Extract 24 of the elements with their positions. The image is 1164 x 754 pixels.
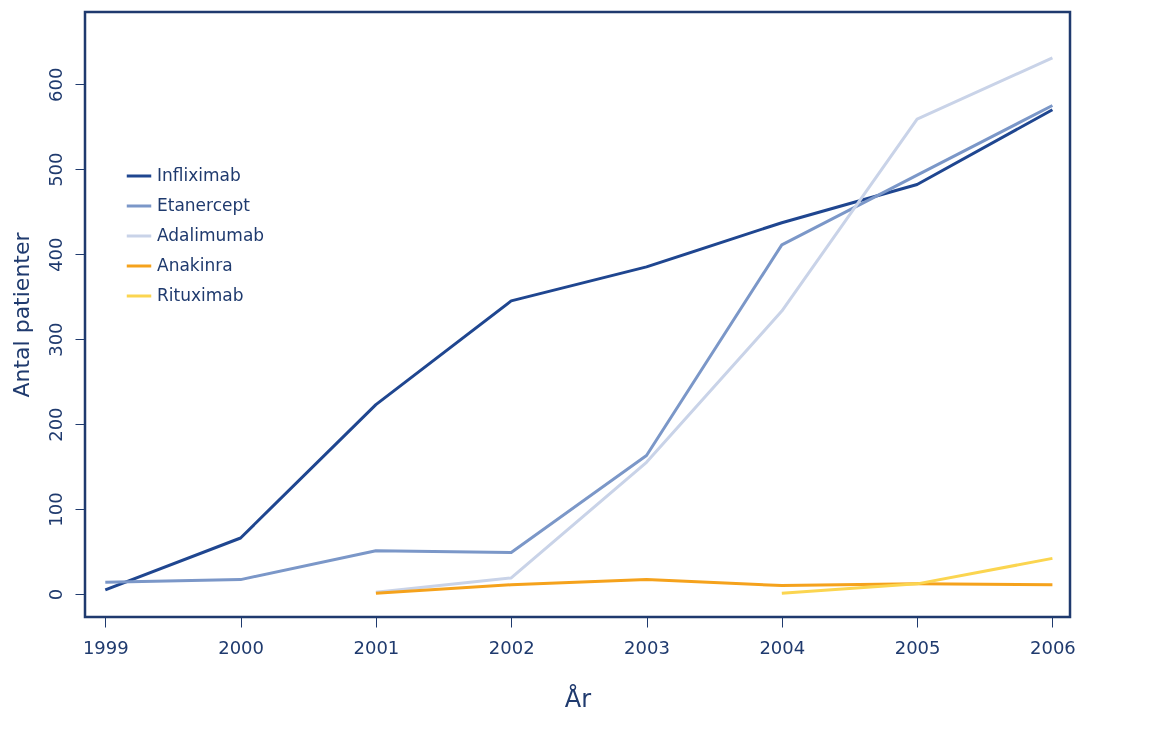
- line-series: [374, 56, 1054, 594]
- y-tick-label: 300: [44, 322, 66, 357]
- y-tick-label: 200: [44, 407, 66, 442]
- y-tick-label: 600: [44, 67, 66, 102]
- y-tick-label: 100: [44, 492, 66, 527]
- legend-label: Anakinra: [157, 255, 233, 275]
- line-series: [374, 578, 1054, 595]
- x-axis-title: År: [564, 683, 592, 713]
- legend-label: Infliximab: [157, 165, 241, 185]
- y-tick-label: 500: [44, 152, 66, 187]
- x-tick-label: 2005: [894, 636, 941, 658]
- y-tick-label: 400: [44, 237, 66, 272]
- legend-label: Etanercept: [157, 195, 251, 215]
- y-tick-label: 0: [44, 588, 66, 601]
- x-tick-label: 2006: [1030, 636, 1076, 658]
- x-tick-label: 2004: [759, 636, 806, 658]
- x-tick-label: 2000: [218, 636, 264, 658]
- y-axis-title: Antal patienter: [8, 231, 34, 398]
- x-tick-label: 2003: [624, 636, 670, 658]
- x-tick-label: 2002: [488, 636, 535, 658]
- x-tick-label: 2001: [353, 636, 400, 658]
- legend-label: Adalimumab: [157, 225, 265, 245]
- legend-label: Rituximab: [157, 285, 244, 305]
- x-tick-label: 1999: [82, 636, 129, 658]
